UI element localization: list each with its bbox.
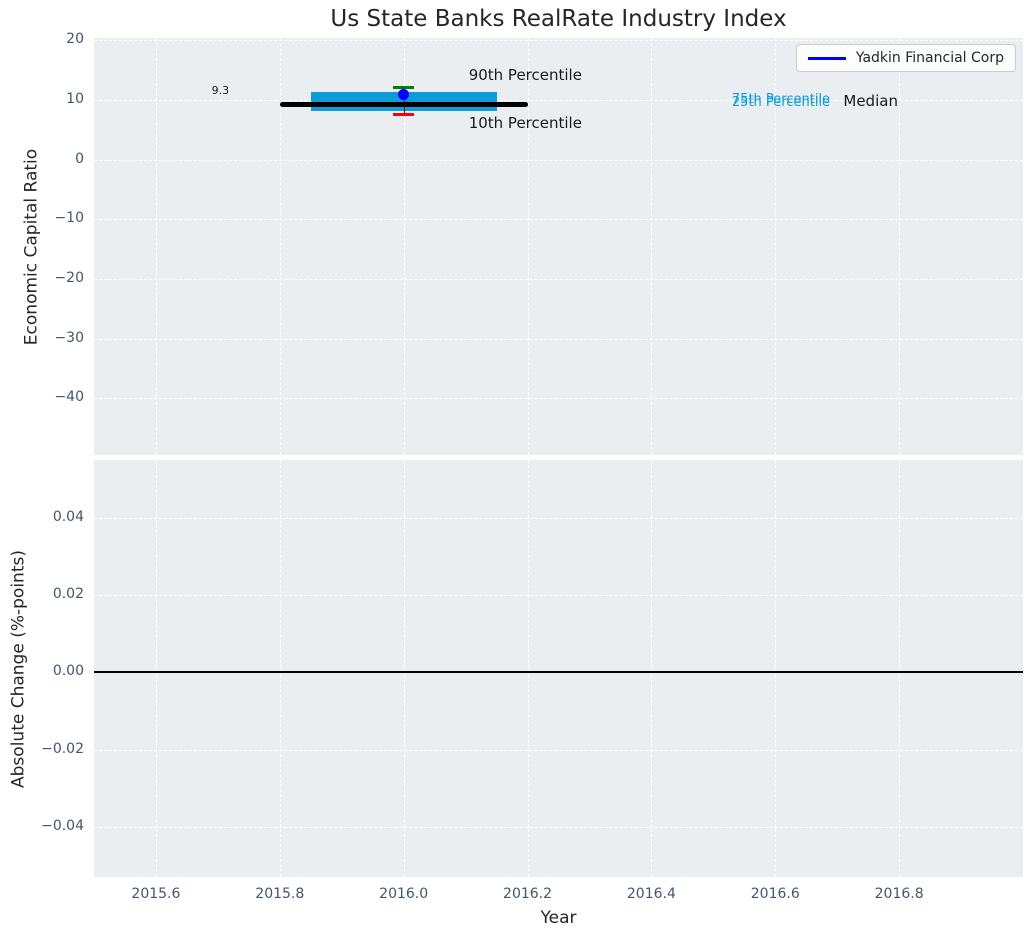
x-gridline [403, 38, 405, 455]
x-gridline [403, 460, 405, 877]
y-tick-label: 0.04 [52, 508, 84, 525]
x-gridline [651, 460, 653, 877]
y-gridline [94, 159, 1023, 161]
y-gridline [94, 398, 1023, 400]
whisker-line [403, 87, 405, 115]
y-tick-label: −0.04 [41, 817, 84, 834]
annotation-p25: 25th Percentile [731, 94, 831, 110]
y-tick-label: 10 [66, 91, 84, 108]
zero-line [94, 671, 1023, 674]
y-gridline [94, 100, 1023, 102]
y-tick-label: −20 [54, 270, 84, 286]
p10-cap [393, 113, 415, 117]
x-gridline [527, 460, 529, 877]
y-tick-label: −10 [54, 210, 84, 227]
company-point [398, 88, 410, 100]
x-tick-label: 2016.4 [626, 886, 676, 902]
legend: Yadkin Financial Corp [795, 44, 1016, 72]
annotation-p75: 75th Percentile [731, 92, 831, 108]
y-gridline [94, 826, 1023, 828]
p90-cap [393, 86, 415, 89]
y-gridline [94, 517, 1023, 519]
median-line [279, 101, 528, 107]
y-tick-label: 0.00 [52, 663, 84, 680]
bottom-plot-area [94, 460, 1023, 877]
x-gridline [899, 38, 901, 455]
x-tick-label: 2015.6 [131, 886, 181, 902]
annotation-p90: 90th Percentile [468, 65, 582, 84]
legend-line-sample [807, 56, 846, 60]
y-tick-label: −30 [54, 329, 84, 346]
y-gridline [94, 749, 1023, 751]
x-gridline [775, 460, 777, 877]
x-gridline [651, 38, 653, 455]
y-tick-label: −0.02 [41, 740, 84, 757]
y-gridline [94, 219, 1023, 221]
x-tick-label: 2015.8 [255, 886, 305, 902]
y-gridline [94, 40, 1023, 42]
x-tick-label: 2016.2 [503, 886, 553, 902]
x-tick-label: 2016.6 [750, 886, 800, 902]
x-gridline [279, 38, 281, 455]
x-gridline [899, 460, 901, 877]
x-tick-label: 2016.8 [874, 886, 924, 902]
y-tick-label: 0 [75, 150, 84, 167]
annotation-median-value: 9.3 [211, 84, 230, 98]
y-gridline [94, 595, 1023, 597]
x-gridline [155, 38, 157, 455]
x-tick-label: 2016.0 [379, 886, 429, 902]
x-gridline [279, 460, 281, 877]
y-gridline [94, 279, 1023, 280]
chart-title: Us State Banks RealRate Industry Index [330, 6, 787, 32]
annotation-median: Median [843, 91, 898, 110]
y-tick-label: −40 [54, 389, 84, 406]
x-gridline [775, 38, 777, 455]
legend-label: Yadkin Financial Corp [855, 50, 1004, 66]
y-gridline [94, 338, 1023, 340]
x-gridline [155, 460, 157, 877]
y-tick-label: 20 [66, 31, 84, 48]
annotation-p10: 10th Percentile [468, 113, 582, 132]
x-axis-label: Year [540, 908, 577, 928]
top-plot-area: Yadkin Financial Corp 9.3 90th Percentile… [94, 38, 1023, 455]
y-tick-label: 0.02 [52, 586, 84, 603]
x-gridline [527, 38, 529, 455]
